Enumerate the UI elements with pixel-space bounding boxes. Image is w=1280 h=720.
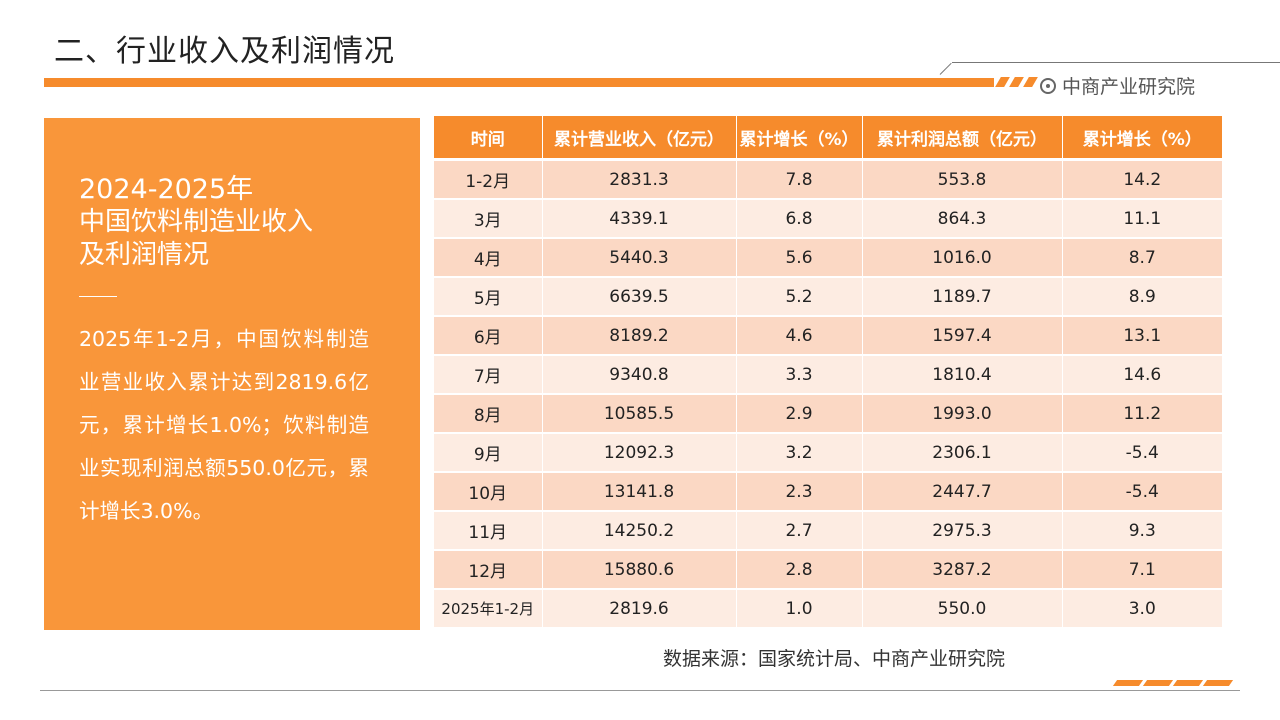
decorative-line xyxy=(939,62,952,75)
table-cell: 9月 xyxy=(434,433,543,473)
table-cell: 14.6 xyxy=(1062,355,1222,395)
table-cell: 8189.2 xyxy=(542,316,737,356)
data-source: 数据来源：国家统计局、中商产业研究院 xyxy=(663,648,1006,670)
target-icon xyxy=(1040,77,1056,94)
table-row: 10月 13141.8 2.3 2447.7 -5.4 xyxy=(434,472,1222,512)
table-row: 3月 4339.1 6.8 864.3 11.1 xyxy=(434,199,1222,239)
table-row: 9月 12092.3 3.2 2306.1 -5.4 xyxy=(434,433,1222,473)
table-cell: 1597.4 xyxy=(862,316,1063,356)
table-row: 6月 8189.2 4.6 1597.4 13.1 xyxy=(434,316,1222,356)
table-cell: 3.3 xyxy=(736,355,863,395)
data-table: 时间 累计营业收入（亿元） 累计增长（%） 累计利润总额（亿元） 累计增长（%）… xyxy=(434,116,1222,629)
table-cell: 2975.3 xyxy=(862,511,1063,551)
brand-logo: 中商产业研究院 xyxy=(1040,72,1195,99)
footer-divider xyxy=(40,690,1240,691)
table-cell: 7.8 xyxy=(736,159,863,200)
table-cell: 2.3 xyxy=(736,472,863,512)
table-cell: 4月 xyxy=(434,238,543,278)
table-cell: 12092.3 xyxy=(542,433,737,473)
table-cell: 3月 xyxy=(434,199,543,239)
table-cell: 4339.1 xyxy=(542,199,737,239)
table-cell: 7.1 xyxy=(1062,550,1222,590)
table-cell: 9.3 xyxy=(1062,511,1222,551)
brand-name: 中商产业研究院 xyxy=(1062,76,1196,98)
table-cell: 2831.3 xyxy=(542,159,737,200)
table-cell: 2.8 xyxy=(736,550,863,590)
table-cell: 5440.3 xyxy=(542,238,737,278)
table-cell: 2306.1 xyxy=(862,433,1063,473)
table-cell: 1810.4 xyxy=(862,355,1063,395)
table-cell: 7月 xyxy=(434,355,543,395)
table-cell: 864.3 xyxy=(862,199,1063,239)
table-row: 7月 9340.8 3.3 1810.4 14.6 xyxy=(434,355,1222,395)
table-cell: 2819.6 xyxy=(542,589,737,629)
table-cell: 2447.7 xyxy=(862,472,1063,512)
panel-heading-line: 中国饮料制造业收入 xyxy=(79,207,314,237)
table-cell: 11月 xyxy=(434,511,543,551)
table-cell: 15880.6 xyxy=(542,550,737,590)
table-cell: 550.0 xyxy=(862,589,1063,629)
table-cell: 5.2 xyxy=(736,277,863,317)
table-cell: -5.4 xyxy=(1062,472,1222,512)
table-cell: 13.1 xyxy=(1062,316,1222,356)
table-cell: 2.9 xyxy=(736,394,863,434)
table-cell: 1-2月 xyxy=(434,159,543,200)
summary-panel: 2024-2025年 中国饮料制造业收入 及利润情况 2025年1-2月，中国饮… xyxy=(44,118,420,630)
column-header: 累计营业收入（亿元） xyxy=(542,116,737,161)
panel-heading-line: 及利润情况 xyxy=(79,240,210,270)
table-row: 11月 14250.2 2.7 2975.3 9.3 xyxy=(434,511,1222,551)
table-cell: 8.9 xyxy=(1062,277,1222,317)
table-row: 12月 15880.6 2.8 3287.2 7.1 xyxy=(434,550,1222,590)
table-cell: 12月 xyxy=(434,550,543,590)
table-cell: 1189.7 xyxy=(862,277,1063,317)
table-cell: 553.8 xyxy=(862,159,1063,200)
table-cell: 1016.0 xyxy=(862,238,1063,278)
table-cell: 4.6 xyxy=(736,316,863,356)
table-cell: 5月 xyxy=(434,277,543,317)
table-cell: 6月 xyxy=(434,316,543,356)
decorative-line xyxy=(952,62,1280,63)
panel-divider xyxy=(79,296,117,297)
table-cell: 6639.5 xyxy=(542,277,737,317)
table-header-row: 时间 累计营业收入（亿元） 累计增长（%） 累计利润总额（亿元） 累计增长（%） xyxy=(434,116,1222,161)
table-row: 4月 5440.3 5.6 1016.0 8.7 xyxy=(434,238,1222,278)
table-cell: 3.2 xyxy=(736,433,863,473)
panel-year: 2024-2025年 xyxy=(79,174,254,205)
table-cell: 6.8 xyxy=(736,199,863,239)
table-cell: 1.0 xyxy=(736,589,863,629)
table-cell: 13141.8 xyxy=(542,472,737,512)
table-cell: 5.6 xyxy=(736,238,863,278)
table-cell: 2.7 xyxy=(736,511,863,551)
column-header: 累计增长（%） xyxy=(736,116,863,161)
page-title: 二、行业收入及利润情况 xyxy=(54,34,395,69)
panel-heading: 2024-2025年 中国饮料制造业收入 及利润情况 xyxy=(79,173,313,272)
column-header: 累计增长（%） xyxy=(1062,116,1222,161)
column-header: 累计利润总额（亿元） xyxy=(862,116,1063,161)
table-row: 5月 6639.5 5.2 1189.7 8.9 xyxy=(434,277,1222,317)
title-underline xyxy=(44,78,994,87)
table-cell: 10月 xyxy=(434,472,543,512)
table-cell: 14.2 xyxy=(1062,159,1222,200)
table-cell: 11.1 xyxy=(1062,199,1222,239)
table-row: 2025年1-2月 2819.6 1.0 550.0 3.0 xyxy=(434,589,1222,629)
table-row: 8月 10585.5 2.9 1993.0 11.2 xyxy=(434,394,1222,434)
table-cell: 8月 xyxy=(434,394,543,434)
table-cell: 3.0 xyxy=(1062,589,1222,629)
table-cell: 11.2 xyxy=(1062,394,1222,434)
table-cell: 10585.5 xyxy=(542,394,737,434)
table-cell: 9340.8 xyxy=(542,355,737,395)
table-cell: -5.4 xyxy=(1062,433,1222,473)
panel-body-text: 2025年1-2月，中国饮料制造业营业收入累计达到2819.6亿元，累计增长1.… xyxy=(79,327,369,523)
table-cell: 1993.0 xyxy=(862,394,1063,434)
table-cell: 8.7 xyxy=(1062,238,1222,278)
table-cell: 14250.2 xyxy=(542,511,737,551)
table-cell: 3287.2 xyxy=(862,550,1063,590)
table-cell: 2025年1-2月 xyxy=(434,589,543,629)
table-row: 1-2月 2831.3 7.8 553.8 14.2 xyxy=(434,159,1222,200)
column-header: 时间 xyxy=(434,116,543,161)
